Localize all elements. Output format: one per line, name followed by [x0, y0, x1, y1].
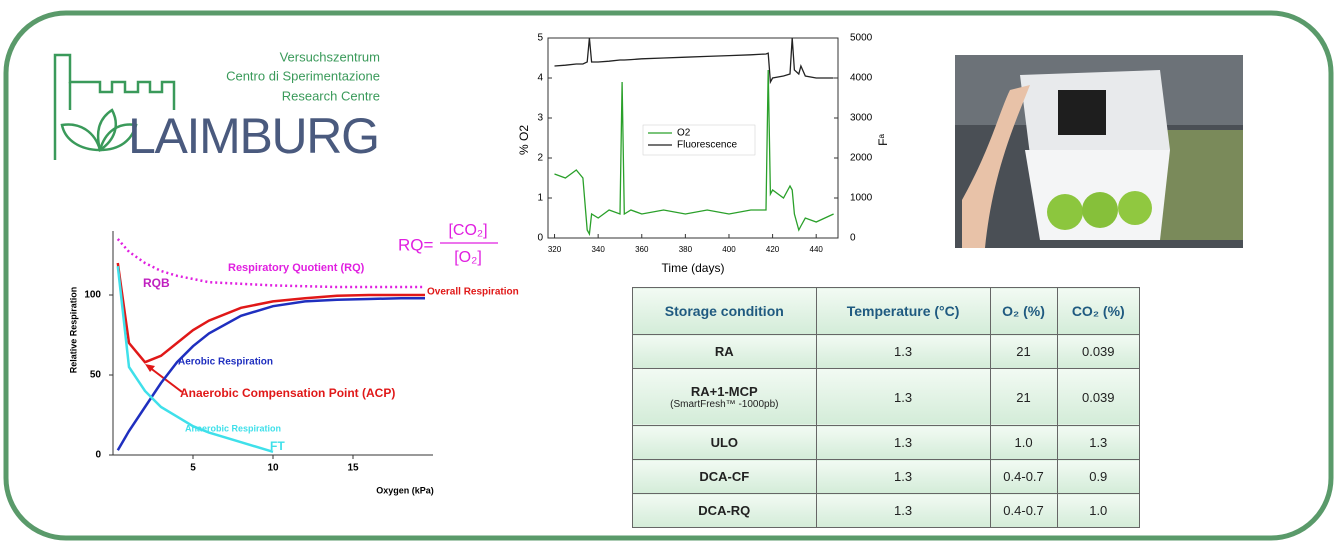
annotation: Anaerobic Compensation Point (ACP)	[180, 386, 395, 400]
x-tick-label: 380	[679, 245, 693, 254]
o2-cell: 0.4-0.7	[990, 460, 1057, 494]
x-tick-label: 400	[722, 245, 736, 254]
y2-tick-label: 4000	[850, 73, 873, 84]
temperature-cell: 1.3	[816, 368, 990, 425]
annotation: FT	[270, 439, 285, 453]
y2-tick-label: 2000	[850, 153, 873, 164]
x-tick-label: 440	[810, 245, 824, 254]
condition: RA	[633, 344, 816, 359]
co2-cell: 1.3	[1057, 426, 1139, 460]
y-axis-label: Relative Respiration	[68, 287, 78, 374]
x-tick-label: 420	[766, 245, 780, 254]
legend-label: O2	[677, 128, 691, 139]
series-label: Respiratory Quotient (RQ)	[228, 262, 365, 274]
y-tick-label: 0	[537, 233, 543, 244]
condition-cell: ULO	[633, 426, 817, 460]
x-tick-label: 360	[635, 245, 649, 254]
condition-cell: RA	[633, 335, 817, 369]
condition-note: (SmartFresh™ -1000pb)	[633, 399, 816, 410]
condition: RA+1-MCP	[633, 384, 816, 399]
header-cell: CO₂ (%)	[1057, 288, 1139, 335]
formula-lhs: RQ=	[398, 235, 434, 254]
co2-cell: 1.0	[1057, 494, 1139, 528]
page: Versuchszentrum Centro di Sperimentazion…	[0, 0, 1338, 545]
condition: ULO	[633, 435, 816, 450]
temperature-cell: 1.3	[816, 426, 990, 460]
header-cell: Storage condition	[633, 288, 817, 335]
o2-cell: 0.4-0.7	[990, 494, 1057, 528]
logo-line: Research Centre	[282, 88, 380, 103]
co2-cell: 0.039	[1057, 335, 1139, 369]
logo-line: Centro di Sperimentazione	[226, 68, 380, 83]
header-cell: Temperature (°C)	[816, 288, 990, 335]
y-tick-label: 3	[537, 113, 543, 124]
co2-cell: 0.039	[1057, 368, 1139, 425]
legend-label: Fluorescence	[677, 140, 737, 151]
y2-tick-label: 5000	[850, 33, 873, 44]
y-tick-label: 0	[95, 450, 101, 461]
y2-axis-label: Fᵃ	[876, 134, 890, 146]
acp-arrow	[149, 367, 182, 392]
y-tick-label: 4	[537, 73, 543, 84]
y-tick-label: 100	[84, 290, 101, 301]
temperature-cell: 1.3	[816, 460, 990, 494]
o2-cell: 21	[990, 368, 1057, 425]
condition-cell: DCA-CF	[633, 460, 817, 494]
o2-cell: 1.0	[990, 426, 1057, 460]
temperature-cell: 1.3	[816, 494, 990, 528]
data-line	[555, 38, 834, 82]
y-axis-label: % O2	[517, 125, 531, 155]
y2-tick-label: 1000	[850, 193, 873, 204]
annotation: RQB	[143, 276, 170, 290]
y-tick-label: 1	[537, 193, 543, 204]
temperature-cell: 1.3	[816, 335, 990, 369]
y-tick-label: 2	[537, 153, 543, 164]
x-tick-label: 15	[347, 463, 359, 474]
condition: DCA-RQ	[633, 503, 816, 518]
logo-name: LAIMBURG	[128, 108, 380, 164]
condition-cell: RA+1-MCP(SmartFresh™ -1000pb)	[633, 368, 817, 425]
logo-line: Versuchszentrum	[280, 49, 380, 64]
x-axis-label: Time (days)	[662, 261, 725, 275]
photo	[955, 55, 1243, 248]
header-cell: O₂ (%)	[990, 288, 1057, 335]
series-label: Aerobic Respiration	[178, 357, 273, 368]
x-axis-label: Oxygen (kPa)	[376, 485, 434, 495]
series-label: Anaerobic Respiration	[185, 423, 281, 433]
x-tick-label: 340	[591, 245, 605, 254]
x-tick-label: 5	[190, 463, 196, 474]
x-tick-label: 320	[548, 245, 562, 254]
series-label: Overall Respiration	[427, 287, 519, 298]
y-tick-label: 5	[537, 33, 543, 44]
y2-tick-label: 0	[850, 233, 856, 244]
condition: DCA-CF	[633, 469, 816, 484]
x-tick-label: 10	[267, 463, 279, 474]
co2-cell: 0.9	[1057, 460, 1139, 494]
formula-numerator: [CO₂]	[448, 222, 487, 239]
y2-tick-label: 3000	[850, 113, 873, 124]
formula-denominator: [O₂]	[454, 249, 482, 266]
y-tick-label: 50	[90, 370, 102, 381]
o2-cell: 21	[990, 335, 1057, 369]
condition-cell: DCA-RQ	[633, 494, 817, 528]
